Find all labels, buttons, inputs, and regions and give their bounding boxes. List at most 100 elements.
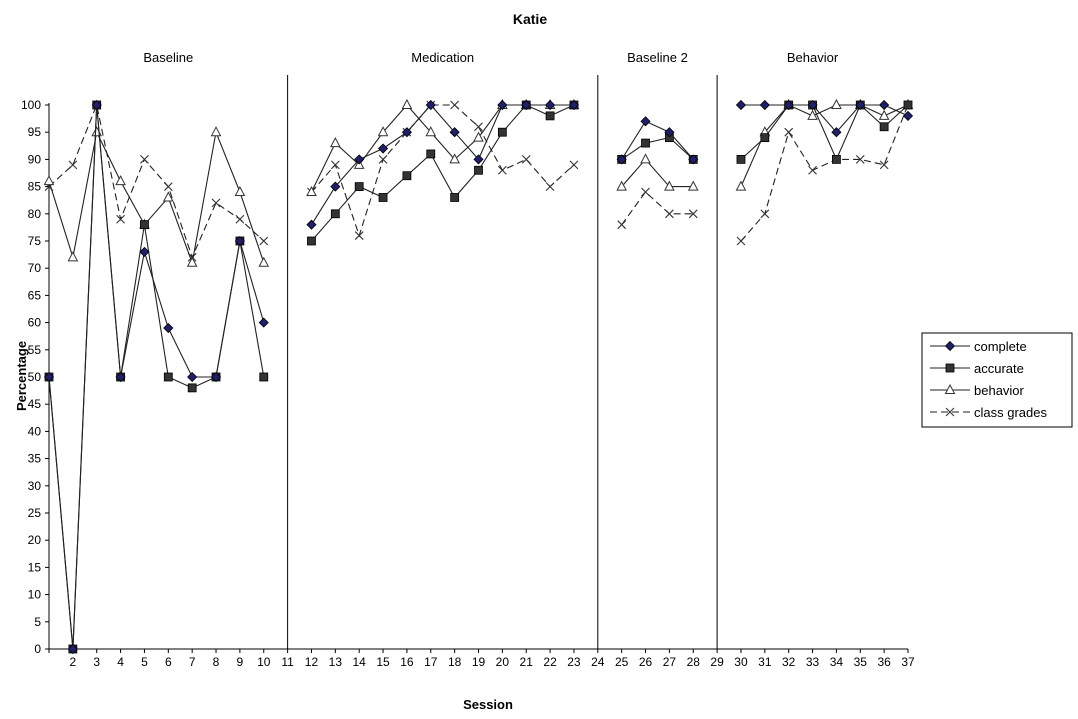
x-tick-label: 33 — [806, 655, 820, 669]
series-accurate — [44, 100, 913, 654]
x-tick-label: 23 — [567, 655, 581, 669]
x-tick-label: 26 — [639, 655, 653, 669]
series-line — [48, 103, 265, 259]
data-point — [640, 116, 651, 127]
x-tick-label: 29 — [710, 655, 724, 669]
x-tick-label: 30 — [734, 655, 748, 669]
x-tick-label: 15 — [376, 655, 390, 669]
y-tick-label: 85 — [28, 180, 42, 194]
phase-label: Behavior — [787, 50, 839, 65]
series-complete — [43, 99, 914, 655]
data-point — [377, 126, 389, 137]
legend-entry: accurate — [930, 361, 1024, 376]
data-point — [497, 127, 507, 137]
data-point — [162, 191, 174, 202]
data-point — [808, 165, 817, 175]
phase-label: Medication — [411, 50, 474, 65]
x-tick-label: 11 — [281, 655, 294, 669]
data-point — [235, 214, 245, 224]
x-tick-label: 28 — [687, 655, 701, 669]
data-point — [187, 371, 198, 383]
x-tick-label: 18 — [448, 655, 462, 669]
x-tick-label: 32 — [782, 655, 796, 669]
data-point — [760, 209, 770, 219]
data-point — [330, 209, 340, 219]
data-point — [425, 99, 436, 111]
data-point — [449, 127, 460, 138]
data-point — [140, 220, 149, 230]
legend-entry: complete — [930, 339, 1027, 354]
phase-label: Baseline 2 — [627, 50, 688, 65]
data-point — [450, 100, 460, 110]
y-tick-label: 20 — [28, 533, 42, 547]
x-tick-label: 25 — [615, 655, 629, 669]
chart-title: Katie — [513, 11, 547, 27]
x-tick-label: 14 — [353, 655, 367, 669]
legend-label: complete — [974, 339, 1027, 354]
data-point — [474, 165, 483, 175]
data-point — [115, 175, 126, 186]
series-line — [311, 104, 575, 242]
data-point — [617, 220, 627, 230]
data-point — [234, 185, 246, 197]
phase-label: Baseline — [143, 50, 193, 65]
series-line — [740, 104, 909, 187]
data-point — [497, 99, 508, 111]
data-point — [116, 214, 125, 224]
y-tick-label: 60 — [28, 316, 42, 330]
data-point — [140, 155, 149, 164]
x-tick-label: 35 — [854, 655, 868, 669]
x-tick-label: 20 — [496, 655, 510, 669]
data-point — [783, 99, 794, 111]
data-point — [115, 371, 126, 383]
legend-entry: behavior — [930, 383, 1025, 398]
series-line — [48, 130, 265, 265]
x-tick-label: 13 — [329, 655, 343, 669]
data-point — [163, 322, 174, 334]
series-line — [48, 104, 265, 650]
data-point — [807, 99, 818, 111]
data-point — [474, 122, 483, 132]
x-tick-label: 12 — [305, 655, 319, 669]
data-point — [855, 155, 865, 164]
series-line — [311, 104, 575, 238]
data-point — [306, 219, 317, 230]
data-point — [497, 165, 507, 175]
data-point — [426, 149, 436, 159]
x-tick-label: 34 — [830, 655, 844, 669]
x-tick-label: 36 — [877, 655, 891, 669]
y-tick-label: 90 — [28, 152, 42, 166]
x-tick-label: 7 — [189, 655, 196, 669]
legend-marker — [944, 340, 956, 352]
x-tick-label: 19 — [472, 655, 486, 669]
series-line — [740, 104, 909, 242]
data-point — [402, 171, 412, 181]
y-tick-label: 50 — [28, 370, 42, 384]
phase-labels: Baseline Medication Baseline 2 Behavior — [143, 50, 839, 65]
data-point — [641, 187, 650, 197]
legend-marker — [944, 383, 956, 394]
x-tick-label: 16 — [400, 655, 414, 669]
data-point — [330, 137, 341, 148]
data-point — [545, 111, 555, 121]
data-point — [139, 246, 150, 257]
data-point — [664, 127, 675, 138]
data-point — [831, 98, 842, 109]
data-point — [210, 126, 222, 137]
series-line — [621, 191, 694, 226]
data-point — [378, 155, 388, 164]
data-point — [760, 133, 770, 143]
legend: complete accurate behavior class grades — [921, 332, 1073, 428]
data-point — [401, 127, 412, 138]
y-tick-label: 70 — [28, 261, 42, 275]
y-tick-label: 15 — [28, 560, 42, 574]
data-point — [521, 155, 531, 164]
series-line — [621, 158, 694, 188]
data-point — [163, 372, 173, 382]
data-point — [306, 185, 317, 197]
data-point — [259, 372, 269, 382]
data-point — [616, 180, 627, 191]
data-point — [879, 99, 890, 111]
data-point — [902, 110, 914, 121]
series-line — [621, 120, 694, 160]
